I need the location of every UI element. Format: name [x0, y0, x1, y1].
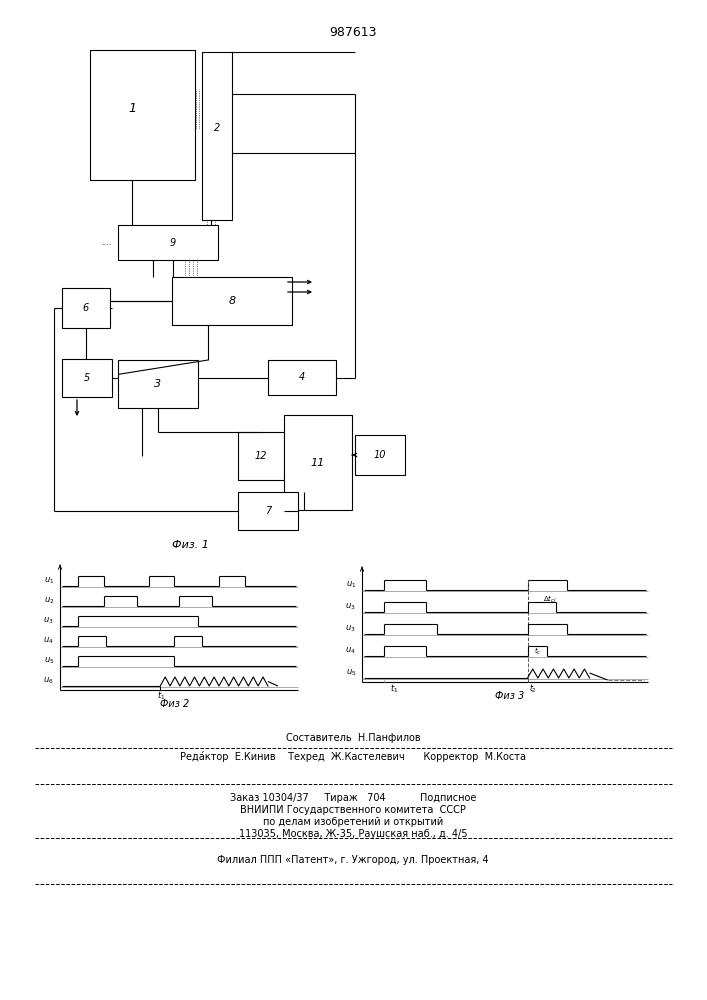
Text: Физ. 1: Физ. 1: [172, 540, 209, 550]
Text: по делам изобретений и открытий: по делам изобретений и открытий: [263, 817, 443, 827]
Text: $t_1$: $t_1$: [390, 683, 398, 695]
Text: $u_5$: $u_5$: [44, 656, 54, 666]
Text: $u_1$: $u_1$: [44, 576, 54, 586]
Text: Составитель  Н.Панфилов: Составитель Н.Панфилов: [286, 733, 421, 743]
Text: 4: 4: [299, 372, 305, 382]
Text: 11: 11: [311, 458, 325, 468]
Text: 10: 10: [374, 450, 386, 460]
Text: $u_3$: $u_3$: [346, 602, 356, 612]
Text: Филиал ППП «Патент», г. Ужгород, ул. Проектная, 4: Филиал ППП «Патент», г. Ужгород, ул. Про…: [217, 855, 489, 865]
Text: $u_3$: $u_3$: [346, 624, 356, 634]
Bar: [238, 432, 284, 480]
Text: 9: 9: [170, 237, 176, 247]
Text: $t_2$: $t_2$: [529, 683, 537, 695]
Text: $u_4$: $u_4$: [43, 636, 54, 646]
Text: $u_5$: $u_5$: [346, 668, 356, 678]
Text: $t_1$: $t_1$: [157, 690, 165, 702]
Bar: [202, 52, 232, 220]
Text: $u_1$: $u_1$: [346, 580, 356, 590]
Bar: [268, 360, 336, 395]
Bar: [62, 288, 110, 328]
Text: 2: 2: [214, 123, 220, 133]
Bar: [118, 360, 198, 408]
Text: 6: 6: [83, 303, 89, 313]
Text: 8: 8: [228, 296, 235, 306]
Text: 987613: 987613: [329, 25, 377, 38]
Text: 7: 7: [265, 506, 271, 516]
Bar: [238, 492, 298, 530]
Bar: [62, 359, 112, 397]
Bar: [355, 435, 405, 475]
Text: Физ 3: Физ 3: [496, 691, 525, 701]
Text: $u_3$: $u_3$: [43, 616, 54, 626]
Text: ....: ....: [101, 238, 111, 247]
Text: Заказ 10304/37     Тираж   704           Подписное: Заказ 10304/37 Тираж 704 Подписное: [230, 793, 477, 803]
Text: Реда́ктор  Е.Кинив    Техред  Ж.Кастелевич      Корректор  М.Коста: Реда́ктор Е.Кинив Техред Ж.Кастелевич Ко…: [180, 750, 526, 762]
Text: 3: 3: [154, 379, 162, 389]
Text: 5: 5: [84, 373, 90, 383]
Text: $u_6$: $u_6$: [43, 676, 54, 686]
Bar: [284, 415, 352, 510]
Text: 113035, Москва, Ж-35, Раушская наб., д. 4/5: 113035, Москва, Ж-35, Раушская наб., д. …: [239, 829, 467, 839]
Text: ВНИИПИ Государственного комитета  СССР: ВНИИПИ Государственного комитета СССР: [240, 805, 466, 815]
Text: $\Delta t_{cl}$: $\Delta t_{cl}$: [543, 593, 556, 605]
Bar: [118, 225, 218, 260]
Text: $u_4$: $u_4$: [345, 646, 356, 656]
Text: 12: 12: [255, 451, 267, 461]
Bar: [90, 50, 195, 180]
Text: $u_2$: $u_2$: [44, 596, 54, 606]
Text: 1: 1: [128, 102, 136, 115]
Text: $t_c$: $t_c$: [534, 645, 542, 657]
Text: Физ 2: Физ 2: [160, 699, 189, 709]
Bar: [172, 277, 292, 325]
